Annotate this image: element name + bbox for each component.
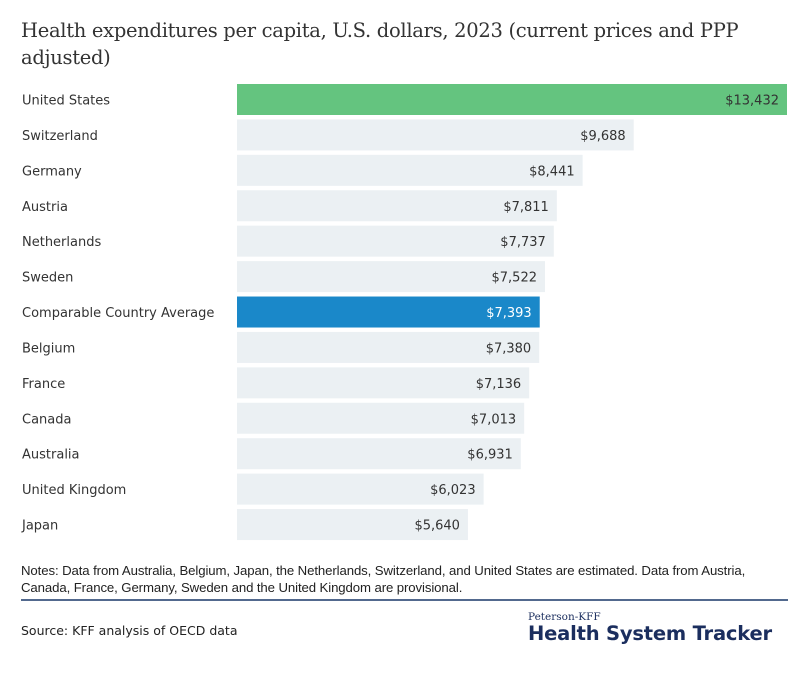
logo-title: Health System Tracker — [528, 622, 772, 645]
category-label-canada: Canada — [22, 412, 71, 427]
category-label-belgium: Belgium — [22, 341, 75, 356]
value-label-austria: $7,811 — [503, 200, 549, 215]
category-label-united-kingdom: United Kingdom — [22, 483, 126, 498]
footer-divider — [21, 599, 788, 601]
bar-france — [237, 367, 530, 399]
bar-united-kingdom — [237, 473, 484, 505]
value-label-japan: $5,640 — [414, 519, 460, 534]
bar-canada — [237, 402, 525, 434]
value-label-france: $7,136 — [476, 377, 522, 392]
value-label-united-kingdom: $6,023 — [430, 483, 476, 498]
value-label-comparable-country-average: $7,393 — [486, 306, 532, 321]
value-label-switzerland: $9,688 — [580, 129, 626, 144]
category-label-sweden: Sweden — [22, 271, 73, 286]
value-label-germany: $8,441 — [529, 164, 575, 179]
category-label-united-states: United States — [22, 94, 110, 109]
bar-united-states — [237, 84, 787, 115]
value-label-sweden: $7,522 — [492, 271, 538, 286]
value-label-australia: $6,931 — [467, 448, 513, 463]
bar-australia — [237, 438, 521, 470]
bar-netherlands — [237, 225, 554, 257]
value-label-canada: $7,013 — [471, 412, 517, 427]
category-label-comparable-country-average: Comparable Country Average — [22, 306, 214, 321]
bar-sweden — [237, 261, 546, 293]
source-text: Source: KFF analysis of OECD data — [21, 623, 238, 638]
category-label-australia: Australia — [22, 448, 80, 463]
peterson-kff-logo: Peterson-KFF Health System Tracker — [528, 611, 772, 645]
bar-austria — [237, 190, 557, 222]
value-label-belgium: $7,380 — [486, 341, 532, 356]
value-label-united-states: $13,432 — [725, 94, 779, 109]
bar-comparable-country-average — [237, 296, 540, 328]
category-label-switzerland: Switzerland — [22, 129, 98, 144]
bar-switzerland — [237, 119, 634, 151]
category-label-netherlands: Netherlands — [22, 235, 101, 250]
chart-notes: Notes: Data from Australia, Belgium, Jap… — [21, 563, 746, 595]
category-label-austria: Austria — [22, 200, 68, 215]
bar-japan — [237, 509, 468, 541]
bar-belgium — [237, 331, 540, 363]
bar-germany — [237, 154, 583, 186]
bar-chart: United States $13,432 Switzerland $9,688 Ger… — [21, 84, 787, 541]
category-label-germany: Germany — [22, 164, 82, 179]
category-label-japan: Japan — [21, 519, 58, 534]
chart-title: Health expenditures per capita, U.S. dol… — [21, 19, 739, 69]
logo-subtitle: Peterson-KFF — [528, 611, 601, 623]
value-label-netherlands: $7,737 — [500, 235, 546, 250]
category-label-france: France — [22, 377, 65, 392]
